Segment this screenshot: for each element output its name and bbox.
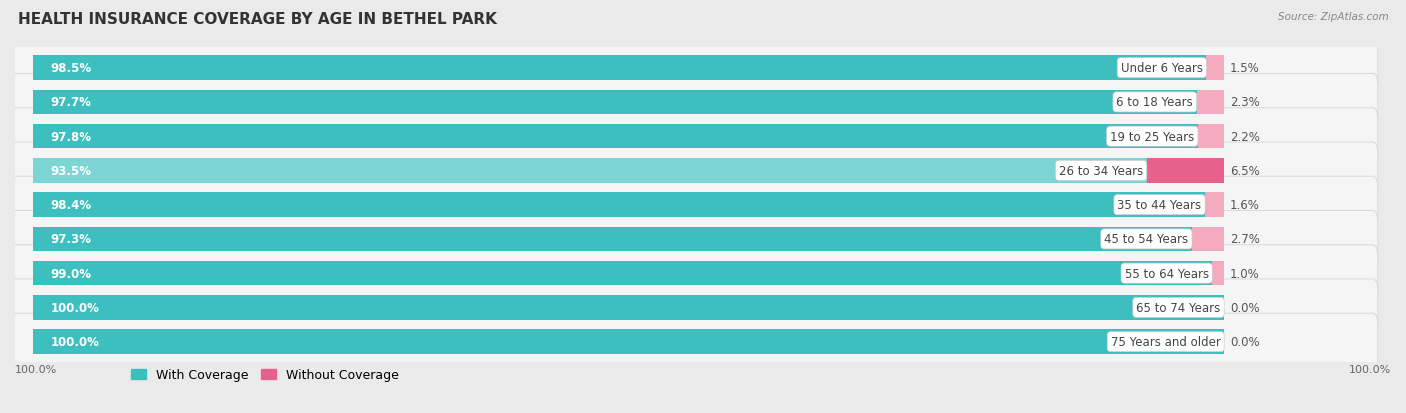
Text: 2.3%: 2.3% — [1230, 96, 1260, 109]
Text: 0.0%: 0.0% — [1230, 335, 1260, 348]
FancyBboxPatch shape — [10, 245, 1378, 302]
Bar — [32, 90, 1197, 115]
Bar — [32, 193, 1205, 218]
Text: HEALTH INSURANCE COVERAGE BY AGE IN BETHEL PARK: HEALTH INSURANCE COVERAGE BY AGE IN BETH… — [18, 12, 498, 27]
Text: 97.3%: 97.3% — [51, 233, 91, 246]
FancyBboxPatch shape — [10, 177, 1378, 233]
Text: 98.5%: 98.5% — [51, 62, 91, 75]
Text: 97.8%: 97.8% — [51, 131, 91, 143]
Bar — [1192, 227, 1225, 252]
Text: 65 to 74 Years: 65 to 74 Years — [1136, 301, 1220, 314]
Text: 35 to 44 Years: 35 to 44 Years — [1118, 199, 1202, 211]
Text: 1.6%: 1.6% — [1230, 199, 1260, 211]
Text: 98.4%: 98.4% — [51, 199, 91, 211]
FancyBboxPatch shape — [10, 40, 1378, 97]
Bar — [32, 261, 1212, 286]
Bar — [32, 125, 1198, 149]
Bar — [32, 227, 1192, 252]
FancyBboxPatch shape — [10, 279, 1378, 336]
Text: 2.7%: 2.7% — [1230, 233, 1260, 246]
Text: Under 6 Years: Under 6 Years — [1121, 62, 1202, 75]
Bar — [32, 159, 1147, 183]
FancyBboxPatch shape — [10, 142, 1378, 199]
Bar — [1205, 193, 1225, 218]
FancyBboxPatch shape — [10, 109, 1378, 165]
Text: 100.0%: 100.0% — [1348, 364, 1391, 374]
Legend: With Coverage, Without Coverage: With Coverage, Without Coverage — [131, 368, 399, 381]
Text: 19 to 25 Years: 19 to 25 Years — [1111, 131, 1195, 143]
Text: 97.7%: 97.7% — [51, 96, 91, 109]
Bar — [32, 295, 1225, 320]
Bar — [1147, 159, 1225, 183]
FancyBboxPatch shape — [10, 211, 1378, 268]
Bar — [32, 56, 1206, 81]
Text: 45 to 54 Years: 45 to 54 Years — [1104, 233, 1188, 246]
Bar — [1197, 90, 1225, 115]
Text: Source: ZipAtlas.com: Source: ZipAtlas.com — [1278, 12, 1389, 22]
Bar — [1198, 125, 1225, 149]
FancyBboxPatch shape — [10, 313, 1378, 370]
Bar — [1212, 261, 1225, 286]
Text: 55 to 64 Years: 55 to 64 Years — [1125, 267, 1209, 280]
Bar — [32, 330, 1225, 354]
Text: 2.2%: 2.2% — [1230, 131, 1260, 143]
Text: 100.0%: 100.0% — [51, 335, 100, 348]
Text: 26 to 34 Years: 26 to 34 Years — [1059, 164, 1143, 178]
Text: 0.0%: 0.0% — [1230, 301, 1260, 314]
Text: 93.5%: 93.5% — [51, 164, 91, 178]
Text: 100.0%: 100.0% — [15, 364, 58, 374]
Text: 100.0%: 100.0% — [51, 301, 100, 314]
FancyBboxPatch shape — [10, 74, 1378, 131]
Text: 1.0%: 1.0% — [1230, 267, 1260, 280]
Text: 6 to 18 Years: 6 to 18 Years — [1116, 96, 1194, 109]
Text: 75 Years and older: 75 Years and older — [1111, 335, 1220, 348]
Text: 99.0%: 99.0% — [51, 267, 91, 280]
Bar — [1206, 56, 1225, 81]
Text: 1.5%: 1.5% — [1230, 62, 1260, 75]
Text: 6.5%: 6.5% — [1230, 164, 1260, 178]
